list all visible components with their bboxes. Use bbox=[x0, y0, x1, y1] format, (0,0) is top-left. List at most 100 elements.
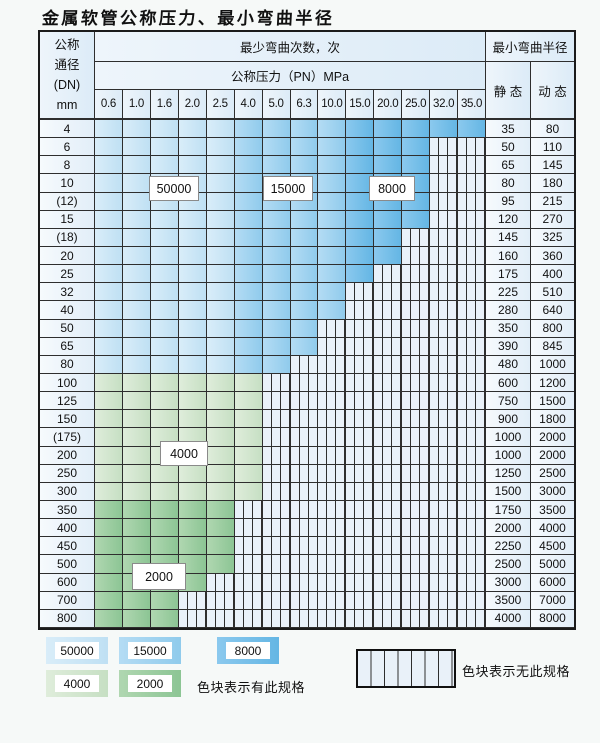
spec-available-cell bbox=[290, 210, 319, 229]
no-spec-cell bbox=[430, 355, 459, 374]
spec-available-cell bbox=[318, 228, 347, 247]
no-spec-cell bbox=[402, 537, 431, 556]
spec-available-cell bbox=[122, 410, 151, 429]
spec-available-cell bbox=[150, 410, 179, 429]
dynamic-radius-cell: 7000 bbox=[531, 591, 574, 610]
spec-available-cell bbox=[290, 228, 319, 247]
dynamic-radius-cell: 8000 bbox=[531, 609, 574, 628]
dn-cell: (12) bbox=[40, 192, 95, 211]
no-spec-cell bbox=[374, 319, 403, 338]
static-radius-cell: 1000 bbox=[486, 428, 531, 447]
static-radius-cell: 4000 bbox=[486, 609, 531, 628]
spec-available-cell bbox=[150, 301, 179, 320]
no-spec-cell bbox=[430, 537, 459, 556]
spec-available-cell bbox=[234, 138, 263, 157]
spec-available-cell bbox=[178, 537, 207, 556]
spec-available-cell bbox=[206, 410, 235, 429]
legend-swatch-4000: 4000 bbox=[46, 670, 108, 697]
legend-swatch-label: 50000 bbox=[55, 642, 99, 659]
spec-available-cell bbox=[262, 355, 291, 374]
dn-cell: 100 bbox=[40, 373, 95, 393]
no-spec-cell bbox=[374, 573, 403, 592]
no-spec-cell bbox=[346, 283, 375, 302]
spec-available-cell bbox=[122, 319, 151, 338]
no-spec-cell bbox=[346, 464, 375, 483]
no-spec-cell bbox=[262, 373, 291, 393]
no-spec-cell bbox=[262, 446, 291, 465]
legend-swatch-label: 8000 bbox=[226, 642, 270, 659]
no-spec-cell bbox=[430, 482, 459, 501]
no-spec-cell bbox=[458, 410, 486, 429]
no-spec-cell bbox=[430, 500, 459, 520]
dn-cell: 700 bbox=[40, 591, 95, 610]
spec-available-cell bbox=[178, 319, 207, 338]
spec-available-cell bbox=[122, 373, 151, 393]
spec-available-cell bbox=[95, 246, 123, 266]
static-radius-cell: 390 bbox=[486, 337, 531, 356]
no-spec-cell bbox=[430, 156, 459, 175]
no-spec-cell bbox=[430, 555, 459, 574]
static-radius-cell: 350 bbox=[486, 319, 531, 338]
spec-available-cell bbox=[234, 337, 263, 356]
static-radius-cell: 2000 bbox=[486, 519, 531, 538]
spec-available-cell bbox=[206, 301, 235, 320]
spec-available-cell bbox=[150, 591, 179, 610]
spec-available-cell bbox=[122, 482, 151, 501]
no-spec-cell bbox=[234, 609, 263, 628]
spec-available-cell bbox=[206, 392, 235, 411]
spec-available-cell bbox=[122, 228, 151, 247]
spec-available-cell bbox=[178, 283, 207, 302]
dn-cell: 40 bbox=[40, 301, 95, 320]
spec-available-cell bbox=[262, 120, 291, 139]
no-spec-cell bbox=[290, 392, 319, 411]
spec-available-cell bbox=[206, 138, 235, 157]
dynamic-radius-cell: 270 bbox=[531, 210, 574, 229]
spec-available-cell bbox=[122, 246, 151, 266]
no-spec-cell bbox=[402, 265, 431, 284]
spec-available-cell bbox=[234, 355, 263, 374]
no-spec-cell bbox=[430, 210, 459, 229]
no-spec-cell bbox=[458, 609, 486, 628]
spec-available-cell bbox=[178, 120, 207, 139]
no-spec-cell bbox=[290, 355, 319, 374]
spec-available-cell bbox=[318, 192, 347, 211]
spec-available-cell bbox=[234, 428, 263, 447]
spec-available-cell bbox=[430, 120, 459, 139]
spec-available-cell bbox=[290, 265, 319, 284]
no-spec-cell bbox=[346, 519, 375, 538]
no-spec-cell bbox=[262, 464, 291, 483]
no-spec-cell bbox=[374, 537, 403, 556]
no-spec-cell bbox=[318, 482, 347, 501]
spec-available-cell bbox=[234, 210, 263, 229]
spec-available-cell bbox=[122, 156, 151, 175]
spec-available-cell bbox=[206, 500, 235, 520]
no-spec-cell bbox=[430, 246, 459, 266]
spec-available-cell bbox=[262, 319, 291, 338]
spec-available-cell bbox=[178, 138, 207, 157]
no-spec-cell bbox=[374, 446, 403, 465]
min-bend-radius-header: 最小弯曲半径 bbox=[486, 32, 574, 62]
no-spec-cell bbox=[290, 591, 319, 610]
no-spec-cell bbox=[374, 410, 403, 429]
dynamic-radius-cell: 1000 bbox=[531, 355, 574, 374]
no-spec-cell bbox=[402, 392, 431, 411]
spec-available-cell bbox=[95, 138, 123, 157]
spec-available-cell bbox=[95, 392, 123, 411]
static-radius-cell: 750 bbox=[486, 392, 531, 411]
no-spec-cell bbox=[346, 591, 375, 610]
no-spec-cell bbox=[290, 428, 319, 447]
dn-cell: 300 bbox=[40, 482, 95, 501]
spec-available-cell bbox=[374, 120, 403, 139]
spec-available-cell bbox=[346, 192, 375, 211]
no-spec-cell bbox=[458, 519, 486, 538]
pressure-col-header: 10.0 bbox=[318, 90, 347, 120]
no-spec-cell bbox=[402, 519, 431, 538]
no-spec-cell bbox=[458, 392, 486, 411]
dn-cell: 450 bbox=[40, 537, 95, 556]
dynamic-radius-cell: 325 bbox=[531, 228, 574, 247]
dn-column-header: 公称 通径 (DN) mm bbox=[40, 32, 95, 120]
spec-available-cell bbox=[290, 319, 319, 338]
no-spec-cell bbox=[402, 228, 431, 247]
spec-available-cell bbox=[374, 156, 403, 175]
no-spec-cell bbox=[430, 265, 459, 284]
